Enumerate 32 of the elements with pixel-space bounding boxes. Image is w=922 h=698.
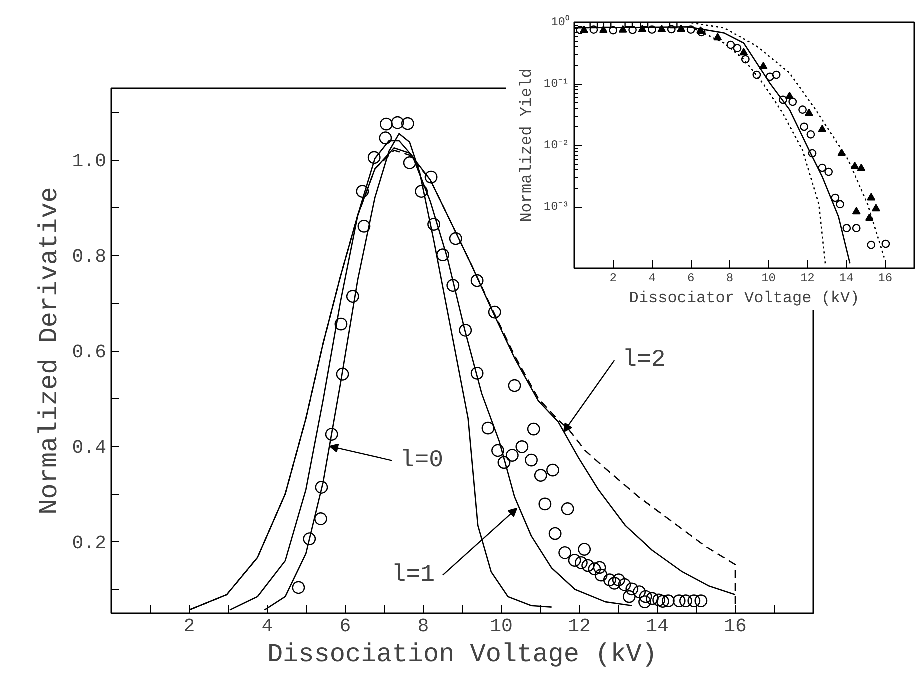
y-tick-label: 0.2 (72, 532, 107, 554)
x-tick-label: 12 (800, 272, 815, 286)
x-tick-label: 2 (184, 616, 196, 638)
x-tick-label: 12 (568, 616, 591, 638)
y-tick-label: 0.8 (72, 246, 107, 268)
y-tick-label: 0.6 (72, 342, 107, 364)
x-tick-label: 10 (762, 272, 776, 286)
x-tick-label: 6 (687, 272, 695, 286)
annotation: l=1 (392, 562, 436, 589)
x-tick-label: 4 (648, 272, 656, 286)
y-tick-label: 10⁻¹ (544, 77, 570, 91)
y-axis-title: Normalized Yield (518, 68, 536, 222)
x-axis-title: Dissociator Voltage (kV) (629, 290, 860, 308)
y-tick-label: 0.4 (72, 436, 107, 459)
x-tick-label: 2 (610, 272, 617, 286)
x-tick-label: 4 (262, 616, 274, 638)
annotation: l=0 (400, 447, 444, 474)
x-tick-label: 6 (340, 616, 352, 638)
x-tick-label: 10 (490, 616, 513, 638)
y-tick-label: 1.0 (72, 150, 107, 173)
x-tick-label: 16 (724, 616, 747, 638)
annotation: l=2 (622, 347, 666, 374)
x-tick-label: 8 (418, 616, 430, 638)
x-tick-label: 8 (726, 272, 734, 286)
x-axis-title: Dissociation Voltage (kV) (267, 640, 658, 670)
y-tick-label: 10⁻³ (544, 200, 570, 214)
y-tick-label: 10⁻² (544, 138, 570, 152)
y-tick-label: 10⁰ (551, 14, 570, 30)
y-axis-title: Normalized Derivative (34, 187, 64, 515)
x-tick-label: 14 (839, 272, 854, 286)
x-tick-label: 16 (878, 272, 893, 286)
x-tick-label: 14 (646, 616, 669, 638)
